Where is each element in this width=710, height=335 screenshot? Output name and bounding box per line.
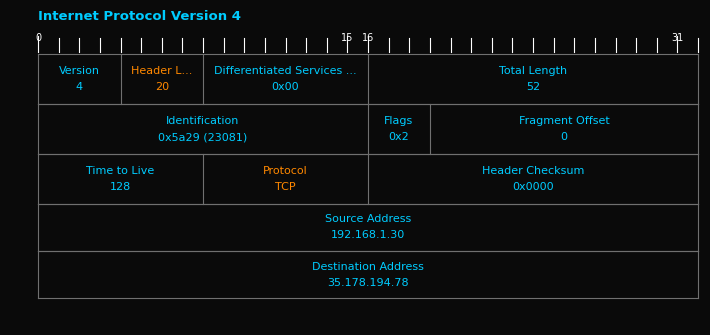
Text: 0: 0	[35, 33, 41, 43]
Text: 35.178.194.78: 35.178.194.78	[327, 277, 409, 287]
Text: Source Address: Source Address	[325, 214, 411, 224]
Text: 0x2: 0x2	[388, 132, 409, 142]
Text: Version: Version	[59, 66, 99, 76]
Text: Flags: Flags	[384, 116, 413, 126]
Text: 0x0000: 0x0000	[512, 182, 554, 192]
Text: 31: 31	[671, 33, 684, 43]
Text: Internet Protocol Version 4: Internet Protocol Version 4	[38, 10, 241, 23]
Text: 0x00: 0x00	[272, 82, 300, 92]
Text: Protocol: Protocol	[263, 166, 308, 176]
Text: 128: 128	[110, 182, 131, 192]
Text: 52: 52	[526, 82, 540, 92]
Text: Header L...: Header L...	[131, 66, 192, 76]
Text: Differentiated Services ...: Differentiated Services ...	[214, 66, 357, 76]
Text: Total Length: Total Length	[499, 66, 567, 76]
Text: 0x5a29 (23081): 0x5a29 (23081)	[158, 132, 248, 142]
Text: 0: 0	[560, 132, 567, 142]
Text: Destination Address: Destination Address	[312, 262, 424, 271]
Text: Identification: Identification	[166, 116, 240, 126]
Text: Fragment Offset: Fragment Offset	[518, 116, 609, 126]
Text: 20: 20	[155, 82, 169, 92]
Text: 16: 16	[362, 33, 374, 43]
Text: 15: 15	[342, 33, 354, 43]
Text: Header Checksum: Header Checksum	[482, 166, 584, 176]
Text: 192.168.1.30: 192.168.1.30	[331, 230, 405, 241]
Text: Time to Live: Time to Live	[87, 166, 155, 176]
Text: TCP: TCP	[275, 182, 296, 192]
Text: 4: 4	[76, 82, 83, 92]
